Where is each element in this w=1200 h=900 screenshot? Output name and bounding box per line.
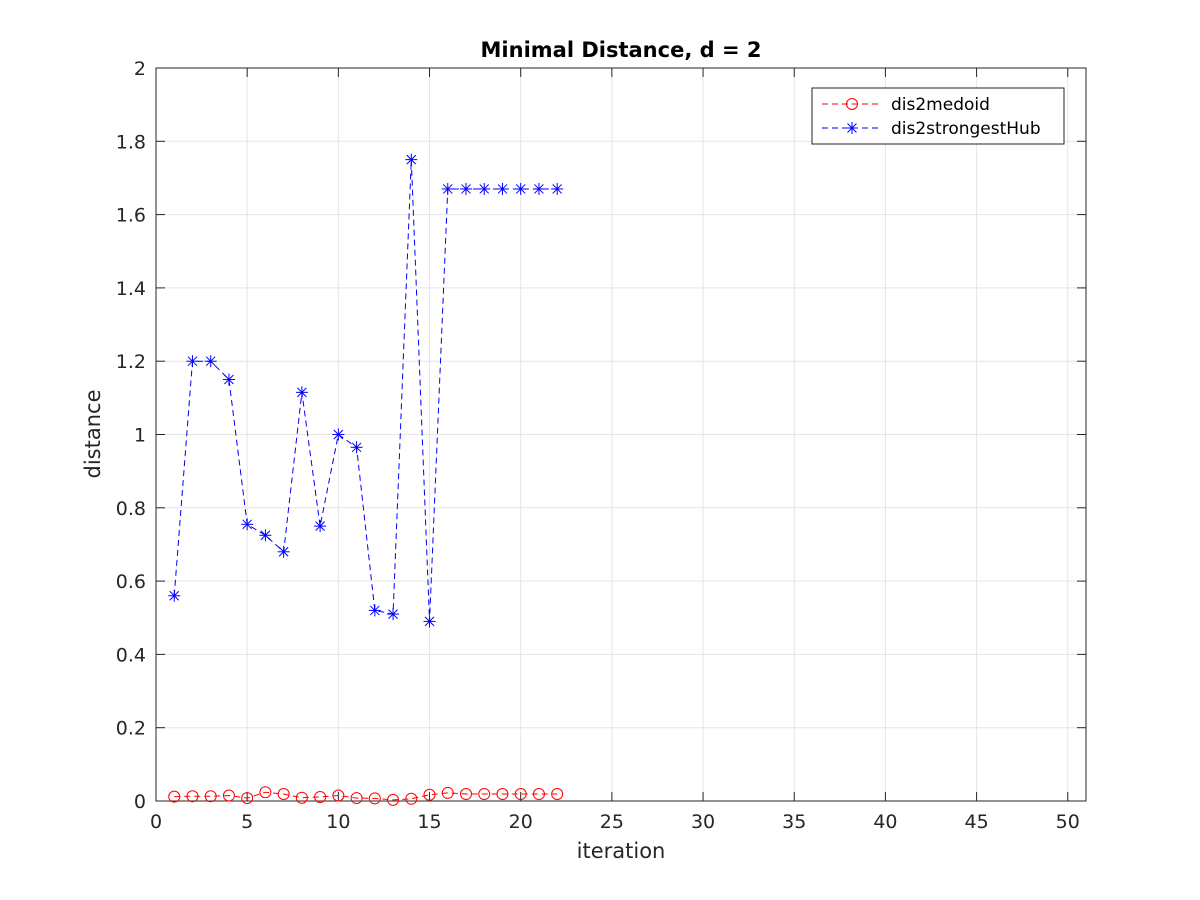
data-point-asterisk (532, 182, 545, 195)
y-tick-label: 0.6 (116, 571, 146, 593)
data-point-asterisk (350, 441, 363, 454)
x-axis-ticks: 0 5 10 15 20 25 30 35 40 45 50 (150, 68, 1080, 833)
data-point-circle (186, 790, 199, 803)
x-tick-label: 20 (509, 811, 533, 833)
data-point-circle (241, 792, 254, 805)
data-point-asterisk (295, 386, 308, 399)
data-point-asterisk (314, 520, 327, 533)
data-point-asterisk (405, 153, 418, 166)
chart-title: Minimal Distance, d = 2 (481, 38, 762, 62)
legend-marker-asterisk-icon (846, 122, 858, 134)
data-point-circle (350, 792, 363, 805)
legend: dis2medoid dis2strongestHub (811, 87, 1065, 145)
y-tick-label: 1.2 (116, 351, 146, 373)
data-point-circle (295, 791, 308, 804)
y-tick-label: 0.8 (116, 498, 146, 520)
legend-box (811, 87, 1065, 145)
data-point-circle (514, 788, 527, 801)
y-tick-label: 0.4 (116, 644, 146, 666)
y-tick-label: 1 (134, 425, 146, 447)
data-point-asterisk (168, 589, 181, 602)
data-point-circle (405, 792, 418, 805)
data-point-circle (551, 788, 564, 801)
x-axis-label: iteration (577, 839, 666, 863)
data-point-asterisk (423, 615, 436, 628)
data-point-asterisk (241, 518, 254, 531)
data-point-circle (332, 789, 345, 802)
data-point-asterisk (387, 608, 400, 621)
data-point-asterisk (204, 355, 217, 368)
data-point-asterisk (478, 182, 491, 195)
x-tick-label: 30 (691, 811, 715, 833)
data-point-asterisk (368, 604, 381, 617)
series-dis2strongestHub (168, 153, 564, 628)
data-point-asterisk (441, 182, 454, 195)
y-axis-ticks: 0 0.2 0.4 0.6 0.8 1 1.2 1.4 1.6 1.8 2 (116, 58, 1086, 813)
x-tick-label: 5 (241, 811, 253, 833)
y-tick-label: 0.2 (116, 718, 146, 740)
series-dis2medoid (168, 786, 564, 806)
legend-label-dis2medoid: dis2medoid (891, 95, 990, 115)
data-point-circle (441, 786, 454, 799)
data-point-circle (222, 789, 235, 802)
legend-entry-dis2medoid: dis2medoid (822, 95, 990, 115)
y-tick-label: 0 (134, 791, 146, 813)
x-tick-label: 10 (326, 811, 350, 833)
legend-label-dis2strongesthub: dis2strongestHub (891, 119, 1041, 139)
x-tick-label: 40 (873, 811, 897, 833)
x-tick-label: 25 (600, 811, 624, 833)
data-point-asterisk (514, 182, 527, 195)
data-point-circle (277, 788, 290, 801)
data-point-asterisk (460, 182, 472, 195)
data-point-asterisk (496, 182, 509, 195)
data-point-circle (387, 793, 400, 806)
data-point-circle (460, 788, 472, 801)
data-point-circle (496, 788, 509, 801)
y-tick-label: 1.6 (116, 205, 146, 227)
legend-marker-circle-icon (846, 98, 858, 110)
data-point-asterisk (222, 373, 235, 386)
y-tick-label: 1.8 (116, 131, 146, 153)
y-tick-label: 1.4 (116, 278, 146, 300)
x-tick-label: 50 (1056, 811, 1080, 833)
y-axis-label: distance (81, 390, 105, 479)
x-tick-label: 35 (782, 811, 806, 833)
data-point-circle (314, 790, 327, 803)
data-point-circle (259, 786, 272, 799)
x-tick-label: 15 (417, 811, 441, 833)
data-point-circle (204, 790, 217, 803)
y-tick-label: 2 (134, 58, 146, 80)
data-point-circle (368, 792, 381, 805)
series-line (173, 159, 558, 622)
series (168, 153, 564, 806)
data-point-asterisk (277, 545, 290, 558)
data-point-asterisk (259, 529, 272, 542)
series-line (174, 791, 558, 801)
legend-entry-dis2stronesthub: dis2strongestHub (822, 119, 1041, 139)
data-point-asterisk (186, 355, 199, 368)
data-point-asterisk (551, 182, 564, 195)
data-point-asterisk (332, 428, 345, 441)
x-tick-label: 0 (150, 811, 162, 833)
data-point-circle (532, 788, 545, 801)
data-point-circle (168, 790, 181, 803)
x-tick-label: 45 (964, 811, 988, 833)
data-point-circle (478, 788, 491, 801)
data-point-circle (423, 788, 436, 801)
